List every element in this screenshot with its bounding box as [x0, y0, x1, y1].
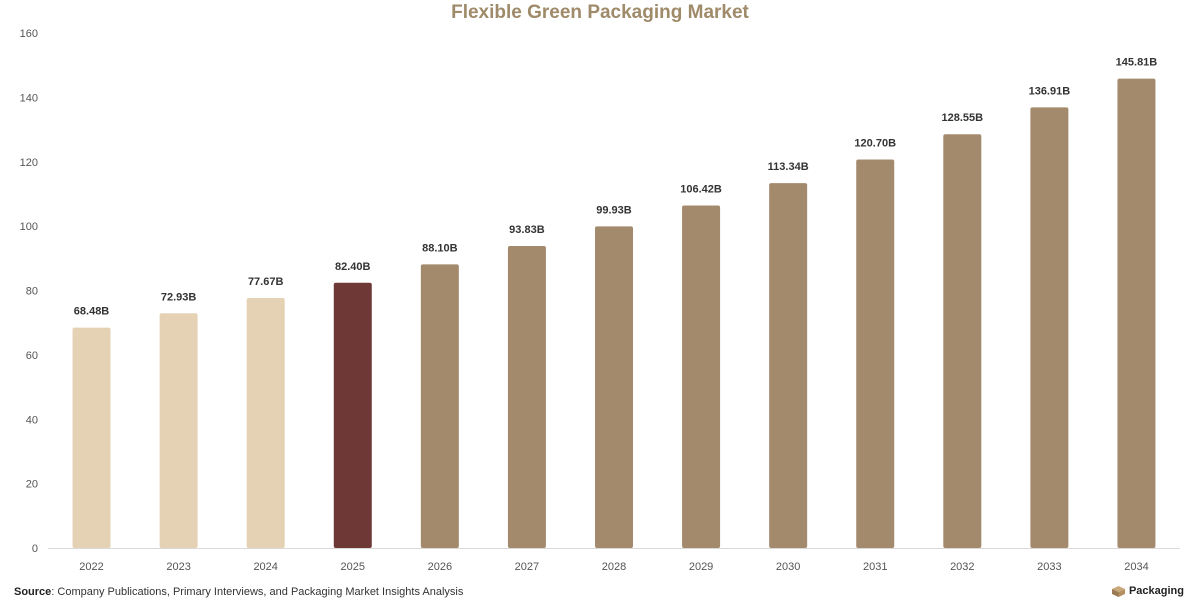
bar	[1030, 107, 1069, 549]
y-tick-label: 60	[26, 350, 38, 362]
x-tick-label: 2025	[341, 561, 365, 573]
x-tick-label: 2031	[863, 561, 887, 573]
x-tick-label: 2033	[1037, 561, 1061, 573]
y-tick-label: 160	[20, 28, 38, 40]
y-tick-label: 100	[20, 221, 38, 233]
data-label: 82.40B	[335, 261, 371, 273]
data-label: 106.42B	[680, 183, 722, 195]
data-label: 88.10B	[422, 242, 458, 254]
bar	[943, 134, 982, 549]
y-tick-label: 120	[20, 157, 38, 169]
x-tick-label: 2022	[79, 561, 103, 573]
x-tick-label: 2027	[515, 561, 539, 573]
bar	[856, 159, 895, 548]
bar	[246, 297, 285, 548]
data-label: 93.83B	[509, 224, 545, 236]
data-label: 136.91B	[1029, 85, 1071, 97]
y-tick-label: 80	[26, 286, 38, 298]
bar	[159, 313, 198, 548]
x-tick-label: 2030	[776, 561, 800, 573]
source-text: : Company Publications, Primary Intervie…	[51, 586, 464, 598]
bar	[595, 226, 633, 548]
source-note: Source: Company Publications, Primary In…	[14, 586, 463, 598]
x-tick-label: 2032	[950, 561, 974, 573]
bar	[507, 245, 546, 548]
bar	[769, 183, 808, 548]
x-tick-label: 2024	[253, 561, 277, 573]
x-tick-label: 2028	[602, 561, 626, 573]
bar	[682, 205, 721, 548]
bar	[420, 264, 459, 548]
brand-text: Packaging	[1128, 585, 1184, 597]
y-tick-label: 0	[32, 543, 38, 555]
data-label: 99.93B	[596, 204, 632, 216]
y-tick-label: 40	[26, 414, 38, 426]
x-tick-label: 2029	[689, 561, 713, 573]
chart-title: Flexible Green Packaging Market	[451, 2, 749, 23]
bar	[72, 327, 111, 548]
source-label: Source	[14, 586, 52, 598]
data-label: 72.93B	[161, 291, 197, 303]
y-tick-label: 20	[26, 479, 38, 491]
bar	[1117, 78, 1156, 548]
x-tick-label: 2023	[166, 561, 190, 573]
data-label: 113.34B	[768, 161, 809, 173]
box-icon	[1111, 585, 1125, 597]
x-tick-label: 2026	[428, 561, 452, 573]
x-tick-label: 2034	[1124, 561, 1148, 573]
bar	[333, 282, 372, 548]
data-label: 120.70B	[854, 137, 896, 149]
data-label: 145.81B	[1116, 57, 1158, 69]
data-label: 77.67B	[248, 276, 284, 288]
brand-logo: Packaging	[1111, 585, 1184, 597]
data-label: 128.55B	[942, 112, 984, 124]
data-label: 68.48B	[74, 306, 110, 318]
y-tick-label: 140	[20, 92, 38, 104]
